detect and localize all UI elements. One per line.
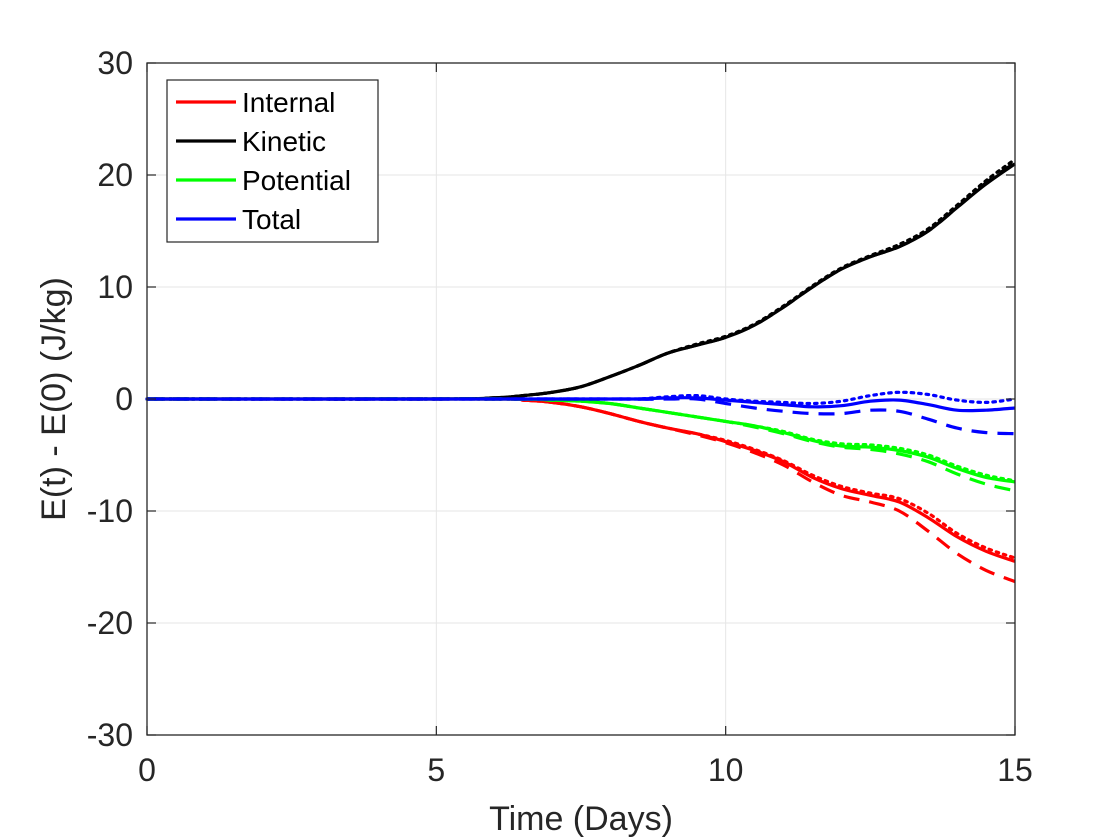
x-axis-label: Time (Days) — [489, 800, 673, 838]
legend-label-total: Total — [242, 204, 301, 235]
plot-lines — [145, 157, 1017, 584]
y-tick-label: 10 — [97, 269, 133, 305]
y-tick-label: 30 — [97, 45, 133, 81]
legend: Internal Kinetic Potential Total — [166, 79, 379, 243]
legend-label-kinetic: Kinetic — [242, 126, 326, 157]
x-tick-label: 15 — [997, 752, 1033, 788]
series-line-kinetic-dotted — [145, 157, 1017, 401]
y-tick-label: 0 — [115, 381, 133, 417]
y-tick-label: -30 — [87, 717, 133, 753]
legend-label-potential: Potential — [242, 165, 351, 196]
y-axis-label: E(t) - E(0) (J/kg) — [35, 277, 73, 521]
y-tick-label: -20 — [87, 605, 133, 641]
legend-box — [166, 79, 379, 243]
y-tick-label: -10 — [87, 493, 133, 529]
legend-label-internal: Internal — [242, 87, 335, 118]
x-tick-label: 0 — [138, 752, 156, 788]
y-axis-ticks: -30 -20 -10 0 10 20 30 — [87, 45, 1015, 753]
x-tick-label: 5 — [427, 752, 445, 788]
x-axis-ticks: 0 5 10 15 — [138, 63, 1033, 788]
y-tick-label: 20 — [97, 157, 133, 193]
series-line-total-dashed — [146, 397, 1016, 436]
x-tick-label: 10 — [708, 752, 744, 788]
